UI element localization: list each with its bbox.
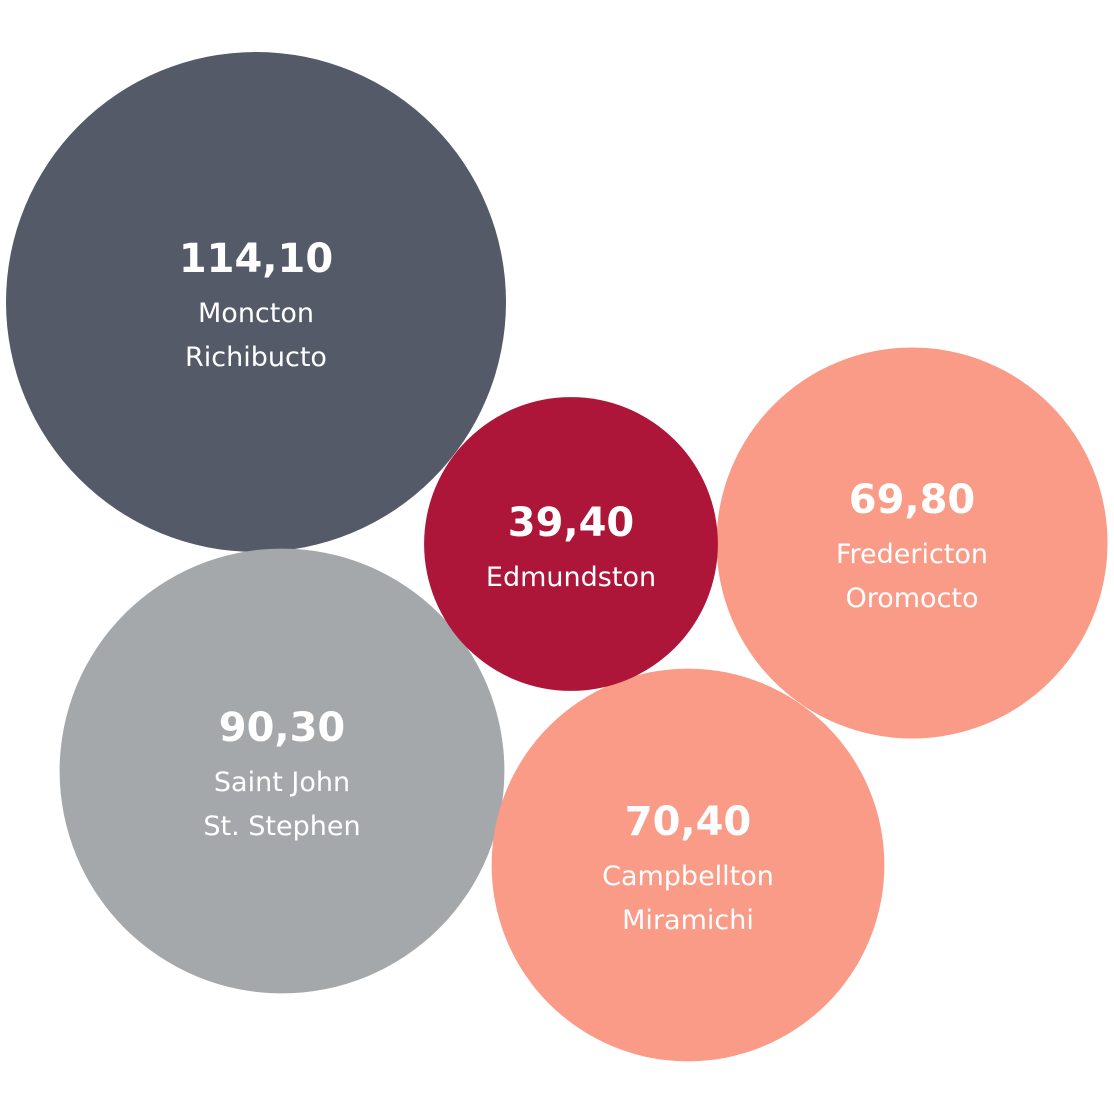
bubble: 90,30 Saint John St. Stephen: [59, 548, 505, 994]
bubble-category-label: Moncton: [198, 298, 314, 329]
bubble-category-label: Edmundston: [486, 562, 656, 593]
bubble-circle: [6, 52, 506, 552]
bubble-value-label: 69,80: [849, 477, 976, 523]
bubble-category-label: Miramichi: [622, 905, 754, 936]
bubble-value-label: 90,30: [219, 705, 346, 751]
bubble-category-label: Richibucto: [185, 342, 327, 373]
bubble-circle: [424, 397, 718, 691]
bubble: 70,40 Campbellton Miramichi: [491, 668, 885, 1062]
bubble-value-label: 70,40: [625, 799, 752, 845]
bubble-circle: [59, 548, 505, 994]
bubble-value-label: 114,10: [179, 236, 333, 282]
bubble-value-label: 39,40: [508, 500, 635, 546]
bubble-circle: [716, 347, 1108, 739]
bubble-category-label: Fredericton: [836, 539, 988, 570]
bubble-category-label: St. Stephen: [203, 811, 360, 842]
bubble: 114,10 Moncton Richibucto: [6, 52, 506, 552]
bubble: 69,80 Fredericton Oromocto: [716, 347, 1108, 739]
bubble-circle: [491, 668, 885, 1062]
bubble: 39,40 Edmundston: [424, 397, 718, 691]
bubble-category-label: Saint John: [214, 767, 350, 798]
bubble-category-label: Campbellton: [602, 861, 774, 892]
bubble-category-label: Oromocto: [845, 583, 978, 614]
